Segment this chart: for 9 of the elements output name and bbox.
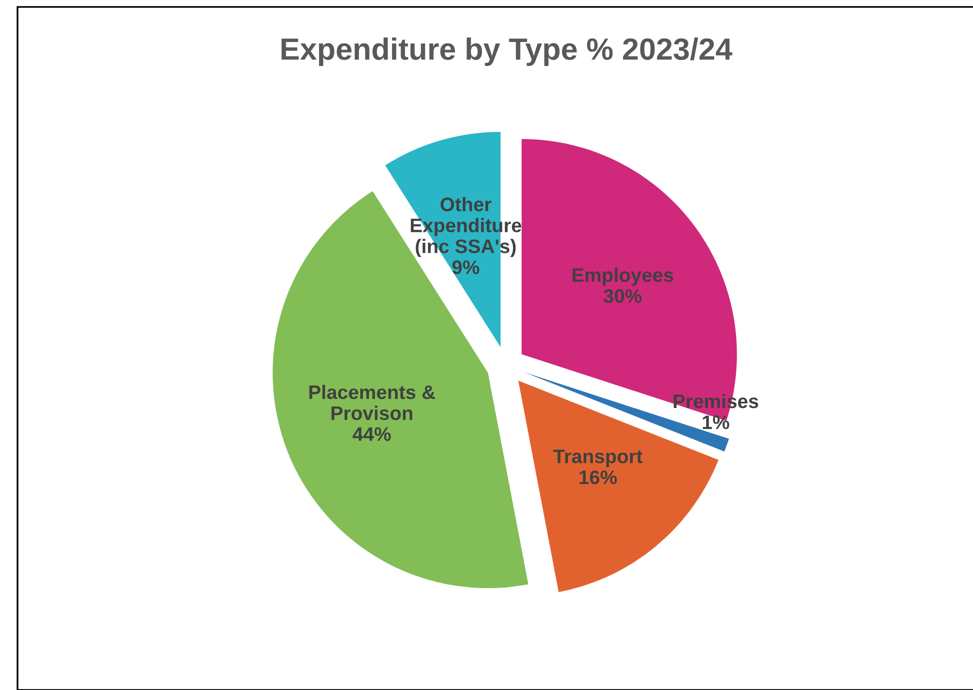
chart-title: Expenditure by Type % 2023/24 (282, 38, 732, 66)
slice-label: Employees (572, 268, 674, 286)
data-label: 1% (702, 415, 730, 430)
slice-label: Transport (553, 450, 643, 468)
data-label: 16% (580, 470, 617, 484)
data-label: 9% (452, 260, 480, 274)
slice-label: Placements & Provison (309, 384, 436, 420)
data-label: 30% (604, 289, 642, 303)
data-label: 44% (352, 427, 391, 441)
